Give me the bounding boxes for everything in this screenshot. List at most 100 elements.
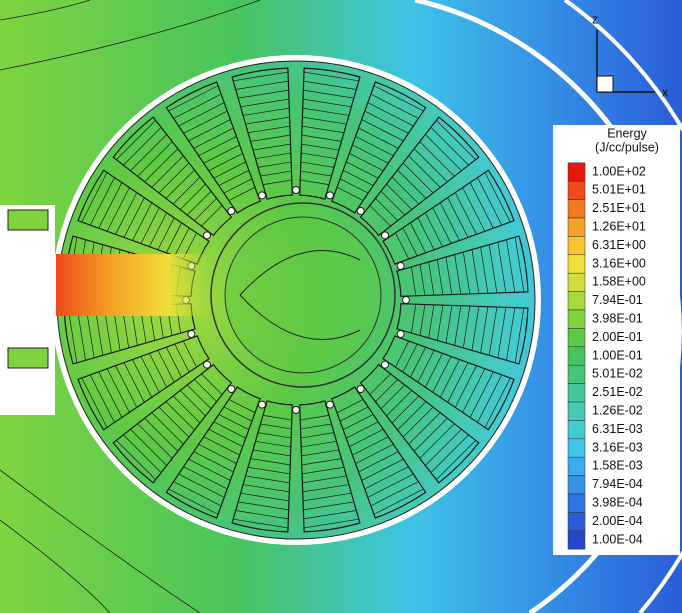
wedge-plate bbox=[301, 458, 342, 466]
legend-label: 1.26E-02 bbox=[592, 403, 643, 417]
wedge-plate bbox=[235, 80, 289, 90]
wedge-plate bbox=[98, 182, 123, 229]
wedge-plate bbox=[300, 179, 330, 185]
wedge-plate bbox=[375, 198, 398, 221]
legend-unit: (J/cc/pulse) bbox=[595, 140, 659, 154]
wedge-plate bbox=[364, 466, 409, 490]
wedge-plate bbox=[144, 148, 179, 183]
wedge-plate bbox=[255, 152, 291, 160]
legend-label: 7.94E-04 bbox=[592, 477, 643, 491]
legend-swatch bbox=[567, 328, 586, 348]
wedge-plate bbox=[302, 125, 345, 134]
wedge-plate bbox=[302, 116, 347, 125]
axis-label: x bbox=[662, 85, 669, 99]
wedge-plate bbox=[402, 162, 434, 194]
wedge-plate bbox=[188, 458, 231, 481]
wedge-plate bbox=[89, 374, 115, 423]
wedge bbox=[112, 116, 233, 237]
wedge-plate bbox=[187, 191, 212, 216]
coolant-hole bbox=[187, 330, 196, 339]
wedge-plate bbox=[165, 401, 195, 431]
wedge-plate bbox=[168, 85, 219, 112]
coolant-hole bbox=[227, 207, 236, 216]
wedge-plate bbox=[352, 436, 389, 456]
wedge-plate bbox=[358, 127, 399, 149]
wedge-plate bbox=[228, 399, 256, 414]
wedge-plate bbox=[179, 390, 206, 417]
wedge-plate bbox=[76, 307, 86, 361]
wedge-plate bbox=[262, 179, 292, 185]
wedge bbox=[77, 335, 210, 431]
wedge bbox=[359, 363, 480, 484]
wedge-plate bbox=[198, 136, 237, 157]
legend-label: 6.31E+00 bbox=[592, 238, 646, 252]
legend-swatch bbox=[567, 272, 586, 292]
legend-label: 2.00E-04 bbox=[592, 514, 643, 528]
wedge-plate bbox=[430, 127, 469, 166]
wedge-plate bbox=[439, 359, 460, 398]
legend-title: Energy bbox=[607, 126, 647, 140]
wedge-plate bbox=[302, 492, 352, 502]
wedge-plate bbox=[240, 98, 290, 108]
wedge-plate bbox=[116, 440, 156, 480]
wedge-plate bbox=[436, 120, 476, 160]
legend-swatch bbox=[567, 493, 586, 513]
wedge-plate bbox=[303, 71, 359, 82]
legend-label: 6.31E-03 bbox=[592, 422, 643, 436]
wedge-plate bbox=[339, 178, 369, 194]
wedge-plate bbox=[445, 256, 453, 295]
coolant-hole bbox=[396, 261, 405, 270]
wedge-plate bbox=[203, 436, 240, 456]
wedge-plate bbox=[173, 481, 222, 507]
wedge-plate bbox=[106, 187, 130, 232]
wedge-plate bbox=[454, 254, 462, 295]
wedge-plate bbox=[172, 176, 201, 205]
wedge-plate bbox=[336, 186, 364, 201]
wedge-plate bbox=[484, 377, 511, 428]
legend-swatch bbox=[567, 162, 586, 182]
wedge-plate bbox=[67, 307, 78, 363]
wedge-plate bbox=[240, 492, 290, 502]
wedge-plate bbox=[302, 98, 352, 108]
legend-swatch bbox=[567, 180, 586, 200]
wedge-plate bbox=[250, 134, 291, 142]
legend-label: 1.00E-04 bbox=[592, 532, 643, 546]
wedge-plate bbox=[238, 501, 289, 511]
legend-swatch bbox=[567, 512, 586, 532]
coolant-hole bbox=[326, 400, 335, 409]
wedge-plate bbox=[367, 473, 414, 498]
wedge-plate bbox=[98, 371, 123, 418]
wedge-plate bbox=[301, 143, 340, 151]
wedge-plate bbox=[346, 421, 379, 439]
legend-label: 3.16E+00 bbox=[592, 256, 646, 270]
wedge-plate bbox=[172, 395, 201, 424]
wedge-plate bbox=[302, 107, 349, 116]
wedge-plate bbox=[397, 169, 427, 199]
wedge-plate bbox=[245, 116, 290, 125]
wedge-plate bbox=[369, 205, 391, 227]
wedge-plate bbox=[140, 356, 160, 393]
wedge-plate bbox=[355, 443, 394, 464]
wedge-plate bbox=[115, 365, 138, 408]
wedge-plate bbox=[462, 187, 486, 232]
coolant-hole bbox=[258, 400, 267, 409]
wedge-plate bbox=[213, 421, 246, 439]
coolant-hole bbox=[257, 191, 266, 200]
wedge-plate bbox=[506, 307, 516, 361]
wedge-plate bbox=[402, 227, 418, 257]
legend-entries: 1.00E+02 5.01E+01 2.51E+01 1.26E+01 6.31E+00… bbox=[567, 162, 646, 550]
wedge-plate bbox=[380, 191, 405, 216]
wedge-plate bbox=[343, 414, 374, 430]
wedge-plate bbox=[352, 144, 389, 164]
coolant-hole bbox=[227, 384, 236, 393]
wedge bbox=[165, 81, 261, 214]
wedge-plate bbox=[193, 127, 234, 149]
wedge bbox=[359, 116, 480, 237]
wedge-plate bbox=[250, 458, 291, 466]
wedge-plate bbox=[373, 85, 424, 112]
coolant-hole bbox=[380, 360, 389, 369]
wedge-plate bbox=[223, 406, 253, 422]
wedge-plate bbox=[386, 390, 413, 417]
wedge-plate bbox=[373, 488, 424, 515]
wedge-plate bbox=[193, 451, 234, 473]
